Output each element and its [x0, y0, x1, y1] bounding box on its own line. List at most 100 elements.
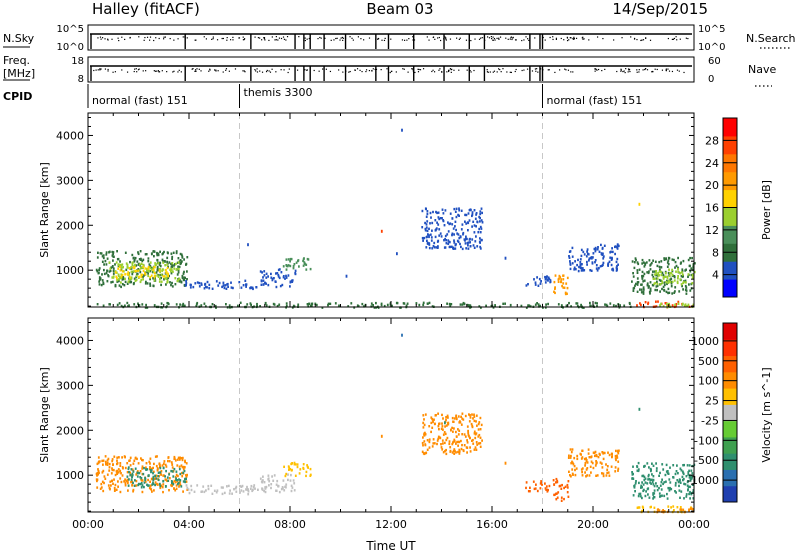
echo-pixel: [175, 262, 177, 266]
echo-pixel: [309, 467, 312, 471]
echo-pixel: [472, 220, 475, 223]
echo-pixel: [158, 263, 161, 266]
echo-pixel: [455, 435, 458, 438]
echo-pixel: [190, 484, 193, 488]
echo-pixel: [475, 420, 477, 423]
echo-pixel: [277, 275, 280, 278]
echo-pixel: [586, 248, 589, 251]
echo-pixel: [615, 304, 617, 308]
echo-pixel: [534, 281, 537, 284]
echo-pixel: [659, 283, 662, 286]
echo-pixel: [180, 457, 182, 460]
echo-pixel: [156, 455, 158, 458]
echo-pixel: [208, 287, 211, 290]
echo-pixel: [217, 284, 220, 287]
echo-pixel: [663, 481, 666, 484]
strip-dot: [438, 36, 440, 39]
echo-pixel: [97, 272, 100, 275]
echo-pixel: [472, 442, 475, 445]
echo-pixel: [334, 302, 337, 305]
echo-pixel: [478, 442, 480, 445]
echo-pixel: [568, 454, 570, 457]
echo-pixel: [650, 261, 653, 265]
echo-pixel: [463, 444, 466, 447]
echo-pixel: [118, 279, 120, 283]
x-tick-label: 00:00: [678, 518, 710, 531]
echo-pixel: [467, 433, 470, 437]
echo-pixel: [685, 281, 687, 284]
strip-dot: [566, 37, 569, 39]
echo-pixel: [547, 302, 549, 306]
strip-dot: [531, 70, 534, 72]
echo-pixel: [150, 470, 152, 474]
echo-pixel: [652, 259, 654, 262]
echo-pixel: [175, 268, 178, 271]
echo-pixel: [153, 276, 156, 279]
strip-dot: [616, 70, 618, 73]
echo-pixel: [228, 492, 231, 495]
echo-pixel: [458, 214, 460, 217]
strip-dot: [390, 38, 392, 40]
strip-dot: [195, 39, 197, 41]
echo-pixel: [690, 475, 693, 478]
strip-dot: [417, 68, 419, 70]
echo-pixel: [445, 438, 448, 442]
echo-pixel: [176, 279, 179, 283]
strip-dot: [595, 68, 597, 70]
strip-dot: [104, 68, 107, 70]
echo-pixel: [648, 290, 651, 294]
echo-pixel: [124, 466, 127, 470]
echo-pixel: [139, 470, 142, 473]
strip-dot: [114, 71, 116, 73]
echo-pixel: [458, 421, 461, 424]
echo-pixel: [108, 251, 110, 254]
echo-pixel: [149, 282, 151, 285]
echo-pixel: [428, 425, 431, 428]
echo-pixel: [152, 482, 155, 486]
echo-pixel: [329, 302, 332, 305]
power-ylabel: Slant Range [km]: [38, 162, 51, 258]
echo-pixel: [361, 302, 364, 306]
echo-pixel: [153, 304, 156, 307]
echo-pixel: [142, 275, 144, 278]
echo-pixel: [168, 477, 171, 480]
echo-pixel: [481, 211, 483, 215]
echo-pixel: [445, 448, 447, 452]
echo-pixel: [682, 471, 685, 474]
echo-pixel: [139, 476, 142, 479]
echo-pixel: [685, 495, 688, 498]
echo-pixel: [432, 420, 434, 424]
strip-dot: [569, 37, 571, 39]
echo-pixel: [177, 456, 180, 459]
echo-pixel: [245, 285, 247, 288]
echo-pixel: [660, 270, 662, 274]
echo-pixel: [182, 304, 185, 307]
echo-pixel: [430, 421, 433, 425]
strip-dot: [469, 69, 471, 72]
echo-pixel: [227, 484, 230, 488]
echo-pixel: [206, 280, 209, 284]
nsky-strip-frame: [87, 24, 695, 51]
echo-point: [638, 407, 641, 411]
echo-pixel: [639, 492, 642, 495]
echo-pixel: [112, 267, 115, 270]
echo-pixel: [467, 229, 469, 232]
echo-pixel: [473, 413, 475, 416]
strip-dot: [263, 37, 266, 39]
echo-pixel: [294, 272, 297, 275]
echo-pixel: [242, 284, 245, 287]
strip-dot: [191, 68, 193, 70]
echo-pixel: [178, 465, 181, 468]
strip-dot: [365, 70, 367, 73]
echo-pixel: [463, 433, 466, 436]
echo-pixel: [105, 463, 107, 466]
echo-pixel: [431, 305, 434, 308]
echo-pixel: [268, 480, 271, 483]
echo-pixel: [207, 484, 210, 488]
echo-pixel: [667, 287, 670, 291]
echo-pixel: [527, 490, 530, 493]
echo-pixel: [144, 282, 147, 285]
echo-pixel: [596, 269, 599, 272]
strip-dot: [510, 37, 512, 39]
echo-pixel: [97, 461, 100, 464]
